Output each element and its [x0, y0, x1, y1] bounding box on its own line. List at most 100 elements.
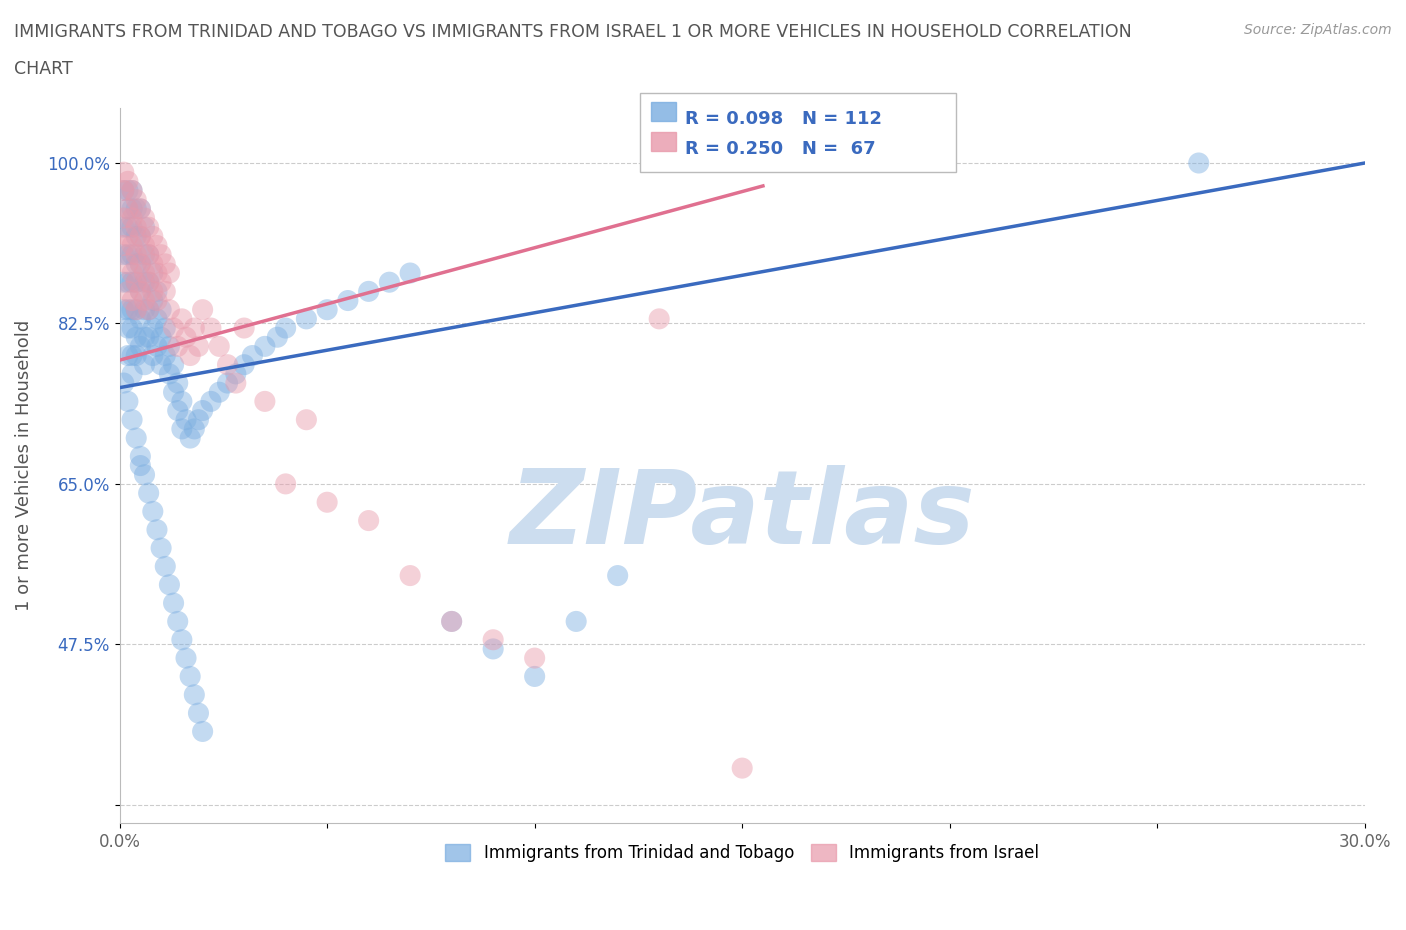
Point	[162, 595, 184, 610]
Point	[121, 412, 143, 427]
Point	[150, 302, 173, 317]
Point	[440, 614, 463, 629]
Point	[357, 513, 380, 528]
Point	[150, 330, 173, 345]
Point	[142, 266, 165, 281]
Point	[274, 321, 297, 336]
Point	[121, 321, 143, 336]
Point	[166, 339, 188, 353]
Point	[142, 284, 165, 299]
Point	[142, 293, 165, 308]
Point	[129, 339, 152, 353]
Point	[174, 412, 197, 427]
Point	[142, 321, 165, 336]
Point	[112, 165, 135, 179]
Point	[191, 302, 214, 317]
Point	[162, 357, 184, 372]
Point	[129, 257, 152, 272]
Text: CHART: CHART	[14, 60, 73, 78]
Point	[146, 523, 169, 538]
Point	[125, 302, 148, 317]
Point	[157, 266, 180, 281]
Point	[1188, 155, 1211, 170]
Point	[121, 302, 143, 317]
Point	[129, 229, 152, 244]
Point	[399, 266, 422, 281]
Point	[112, 219, 135, 234]
Point	[121, 202, 143, 217]
Point	[129, 202, 152, 217]
Point	[134, 293, 156, 308]
Point	[125, 219, 148, 234]
Point	[134, 302, 156, 317]
Point	[134, 330, 156, 345]
Point	[138, 302, 160, 317]
Point	[146, 339, 169, 353]
Point	[134, 219, 156, 234]
Point	[217, 357, 239, 372]
Point	[134, 274, 156, 289]
Point	[112, 376, 135, 391]
Point	[138, 330, 160, 345]
Point	[266, 330, 288, 345]
Point	[117, 183, 139, 198]
Point	[117, 257, 139, 272]
Text: Source: ZipAtlas.com: Source: ZipAtlas.com	[1244, 23, 1392, 37]
Point	[121, 247, 143, 262]
Point	[648, 312, 671, 326]
Point	[138, 302, 160, 317]
Point	[134, 266, 156, 281]
Point	[121, 219, 143, 234]
Point	[129, 229, 152, 244]
Point	[187, 339, 209, 353]
Point	[129, 458, 152, 473]
Point	[155, 559, 177, 574]
Point	[125, 330, 148, 345]
Point	[191, 724, 214, 738]
Point	[208, 339, 231, 353]
Point	[150, 274, 173, 289]
Point	[125, 193, 148, 207]
Point	[242, 348, 264, 363]
Point	[170, 421, 193, 436]
Point	[170, 394, 193, 409]
Point	[606, 568, 628, 583]
Point	[121, 366, 143, 381]
Point	[121, 348, 143, 363]
Point	[225, 366, 247, 381]
Point	[157, 339, 180, 353]
Point	[138, 274, 160, 289]
Point	[155, 321, 177, 336]
Point	[200, 394, 222, 409]
Point	[125, 202, 148, 217]
Point	[134, 238, 156, 253]
Point	[146, 293, 169, 308]
Point	[233, 357, 256, 372]
Point	[155, 348, 177, 363]
Point	[129, 202, 152, 217]
Point	[162, 321, 184, 336]
Point	[146, 312, 169, 326]
Point	[117, 274, 139, 289]
Point	[138, 247, 160, 262]
Text: R = 0.250   N =  67: R = 0.250 N = 67	[685, 140, 876, 157]
Point	[117, 202, 139, 217]
Point	[121, 274, 143, 289]
Point	[134, 210, 156, 225]
Point	[117, 348, 139, 363]
Point	[357, 284, 380, 299]
Point	[117, 174, 139, 189]
Point	[162, 385, 184, 400]
Point	[125, 431, 148, 445]
Point	[112, 238, 135, 253]
Point	[157, 578, 180, 592]
Point	[731, 761, 754, 776]
Point	[183, 321, 205, 336]
Point	[174, 651, 197, 666]
Point	[183, 421, 205, 436]
Point	[157, 366, 180, 381]
Point	[112, 302, 135, 317]
Point	[146, 266, 169, 281]
Text: IMMIGRANTS FROM TRINIDAD AND TOBAGO VS IMMIGRANTS FROM ISRAEL 1 OR MORE VEHICLES: IMMIGRANTS FROM TRINIDAD AND TOBAGO VS I…	[14, 23, 1132, 41]
Point	[121, 266, 143, 281]
